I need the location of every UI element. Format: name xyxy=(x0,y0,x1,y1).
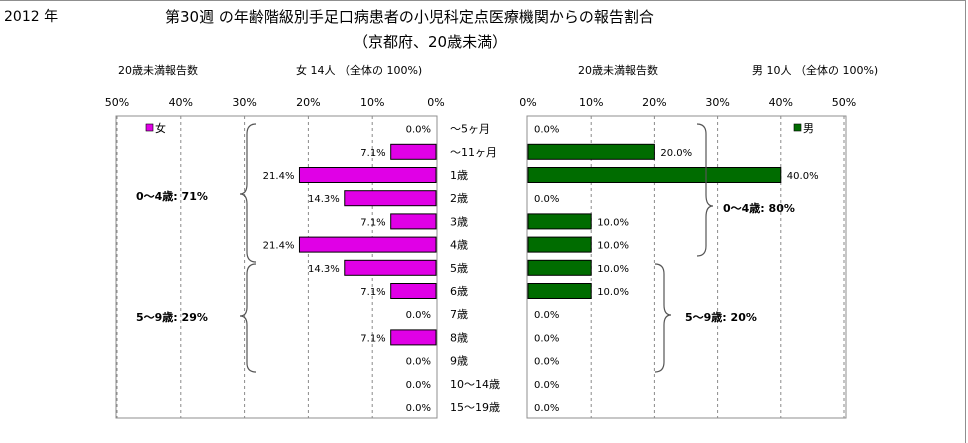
female-bar xyxy=(298,236,437,253)
frame-top xyxy=(0,0,966,1)
right-group-label-5-9: 5～9歳: 20% xyxy=(685,310,757,324)
left-x-tick-label: 50% xyxy=(105,96,129,109)
chart-subtitle: （京都府、20歳未満） xyxy=(353,33,508,51)
bars xyxy=(298,143,782,346)
left-total: 女 14人 （全体の 100%) xyxy=(296,64,423,77)
male-bar xyxy=(527,283,592,299)
female-bar xyxy=(344,259,437,276)
frame-right xyxy=(965,0,966,443)
female-value-label: 7.1% xyxy=(360,287,385,298)
year-label: 2012 年 xyxy=(4,9,59,25)
right-total: 男 10人 （全体の 100%) xyxy=(752,64,879,77)
left-x-tick-label: 10% xyxy=(360,96,384,109)
female-value-label: 7.1% xyxy=(360,217,385,228)
male-value-label: 0.0% xyxy=(534,380,559,391)
right-x-tick-label: 40% xyxy=(769,96,793,109)
category-label: 15～19歳 xyxy=(450,401,500,414)
right-x-tick-label: 50% xyxy=(832,96,856,109)
category-label: 7歳 xyxy=(450,308,468,321)
male-value-label: 0.0% xyxy=(534,194,559,205)
male-bar xyxy=(527,213,592,230)
female-value-label: 7.1% xyxy=(360,148,385,159)
category-label: 9歳 xyxy=(450,355,468,368)
male-value-label: 10.0% xyxy=(597,241,629,252)
right-x-tick-label: 0% xyxy=(519,96,536,109)
female-value-label: 14.3% xyxy=(308,264,340,275)
right-x-tick-label: 10% xyxy=(579,96,603,109)
female-value-label: 0.0% xyxy=(406,310,431,321)
male-value-label: 10.0% xyxy=(597,264,629,275)
male-value-label: 10.0% xyxy=(597,217,629,228)
left-x-tick-label: 30% xyxy=(232,96,256,109)
left-x-tick-label: 0% xyxy=(427,96,444,109)
male-bar xyxy=(527,167,782,183)
female-value-label: 14.3% xyxy=(308,194,340,205)
right-brace-0-4 xyxy=(696,123,714,257)
category-label: 8歳 xyxy=(450,331,468,344)
female-value-label: 0.0% xyxy=(406,380,431,391)
female-bar xyxy=(390,143,437,160)
female-bar xyxy=(390,329,437,346)
female-value-label: 0.0% xyxy=(406,125,431,136)
category-label: 10～14歳 xyxy=(450,378,500,391)
left-brace-0-4 xyxy=(239,123,257,263)
left-caption: 20歳未満報告数 xyxy=(118,64,198,77)
male-value-label: 0.0% xyxy=(534,310,559,321)
female-bar xyxy=(390,213,437,230)
left-x-tick-label: 40% xyxy=(169,96,193,109)
male-value-label: 10.0% xyxy=(597,287,629,298)
left-brace-5-9 xyxy=(239,263,257,373)
legend-male-swatch xyxy=(793,123,802,132)
category-label: 4歳 xyxy=(450,239,468,252)
male-value-label: 20.0% xyxy=(660,148,692,159)
legend-male-label: 男 xyxy=(803,122,814,135)
category-label: ～11ヶ月 xyxy=(450,146,497,159)
category-label: 3歳 xyxy=(450,215,468,228)
right-x-tick-label: 20% xyxy=(642,96,666,109)
category-label: 5歳 xyxy=(450,262,468,275)
male-bar xyxy=(527,143,655,160)
female-value-label: 7.1% xyxy=(360,333,385,344)
male-value-label: 0.0% xyxy=(534,125,559,136)
right-brace-5-9 xyxy=(654,263,672,373)
female-value-label: 21.4% xyxy=(263,171,295,182)
male-value-label: 0.0% xyxy=(534,333,559,344)
male-value-label: 40.0% xyxy=(787,171,819,182)
category-label: 6歳 xyxy=(450,285,468,298)
category-label: ～5ヶ月 xyxy=(450,123,490,136)
right-x-tick-label: 30% xyxy=(705,96,729,109)
male-bar xyxy=(527,259,592,276)
category-label: 1歳 xyxy=(450,169,468,182)
left-x-tick-label: 20% xyxy=(296,96,320,109)
left-group-label-0-4: 0～4歳: 71% xyxy=(136,189,208,203)
female-value-label: 21.4% xyxy=(263,241,295,252)
right-caption: 20歳未満報告数 xyxy=(578,64,658,77)
male-value-label: 0.0% xyxy=(534,403,559,414)
male-value-label: 0.0% xyxy=(534,357,559,368)
legend-female-swatch xyxy=(145,123,154,132)
female-bar xyxy=(344,190,437,207)
female-value-label: 0.0% xyxy=(406,403,431,414)
female-bar xyxy=(298,167,437,183)
female-bar xyxy=(390,283,437,299)
right-group-label-0-4: 0～4歳: 80% xyxy=(723,201,795,215)
chart-title: 第30週 の年齢階級別手足口病患者の小児科定点医療機関からの報告割合 xyxy=(165,8,654,26)
male-bar xyxy=(527,236,592,253)
legend-female-label: 女 xyxy=(155,121,166,135)
category-label: 2歳 xyxy=(450,192,468,205)
left-group-label-5-9: 5～9歳: 29% xyxy=(136,310,208,324)
female-value-label: 0.0% xyxy=(406,357,431,368)
